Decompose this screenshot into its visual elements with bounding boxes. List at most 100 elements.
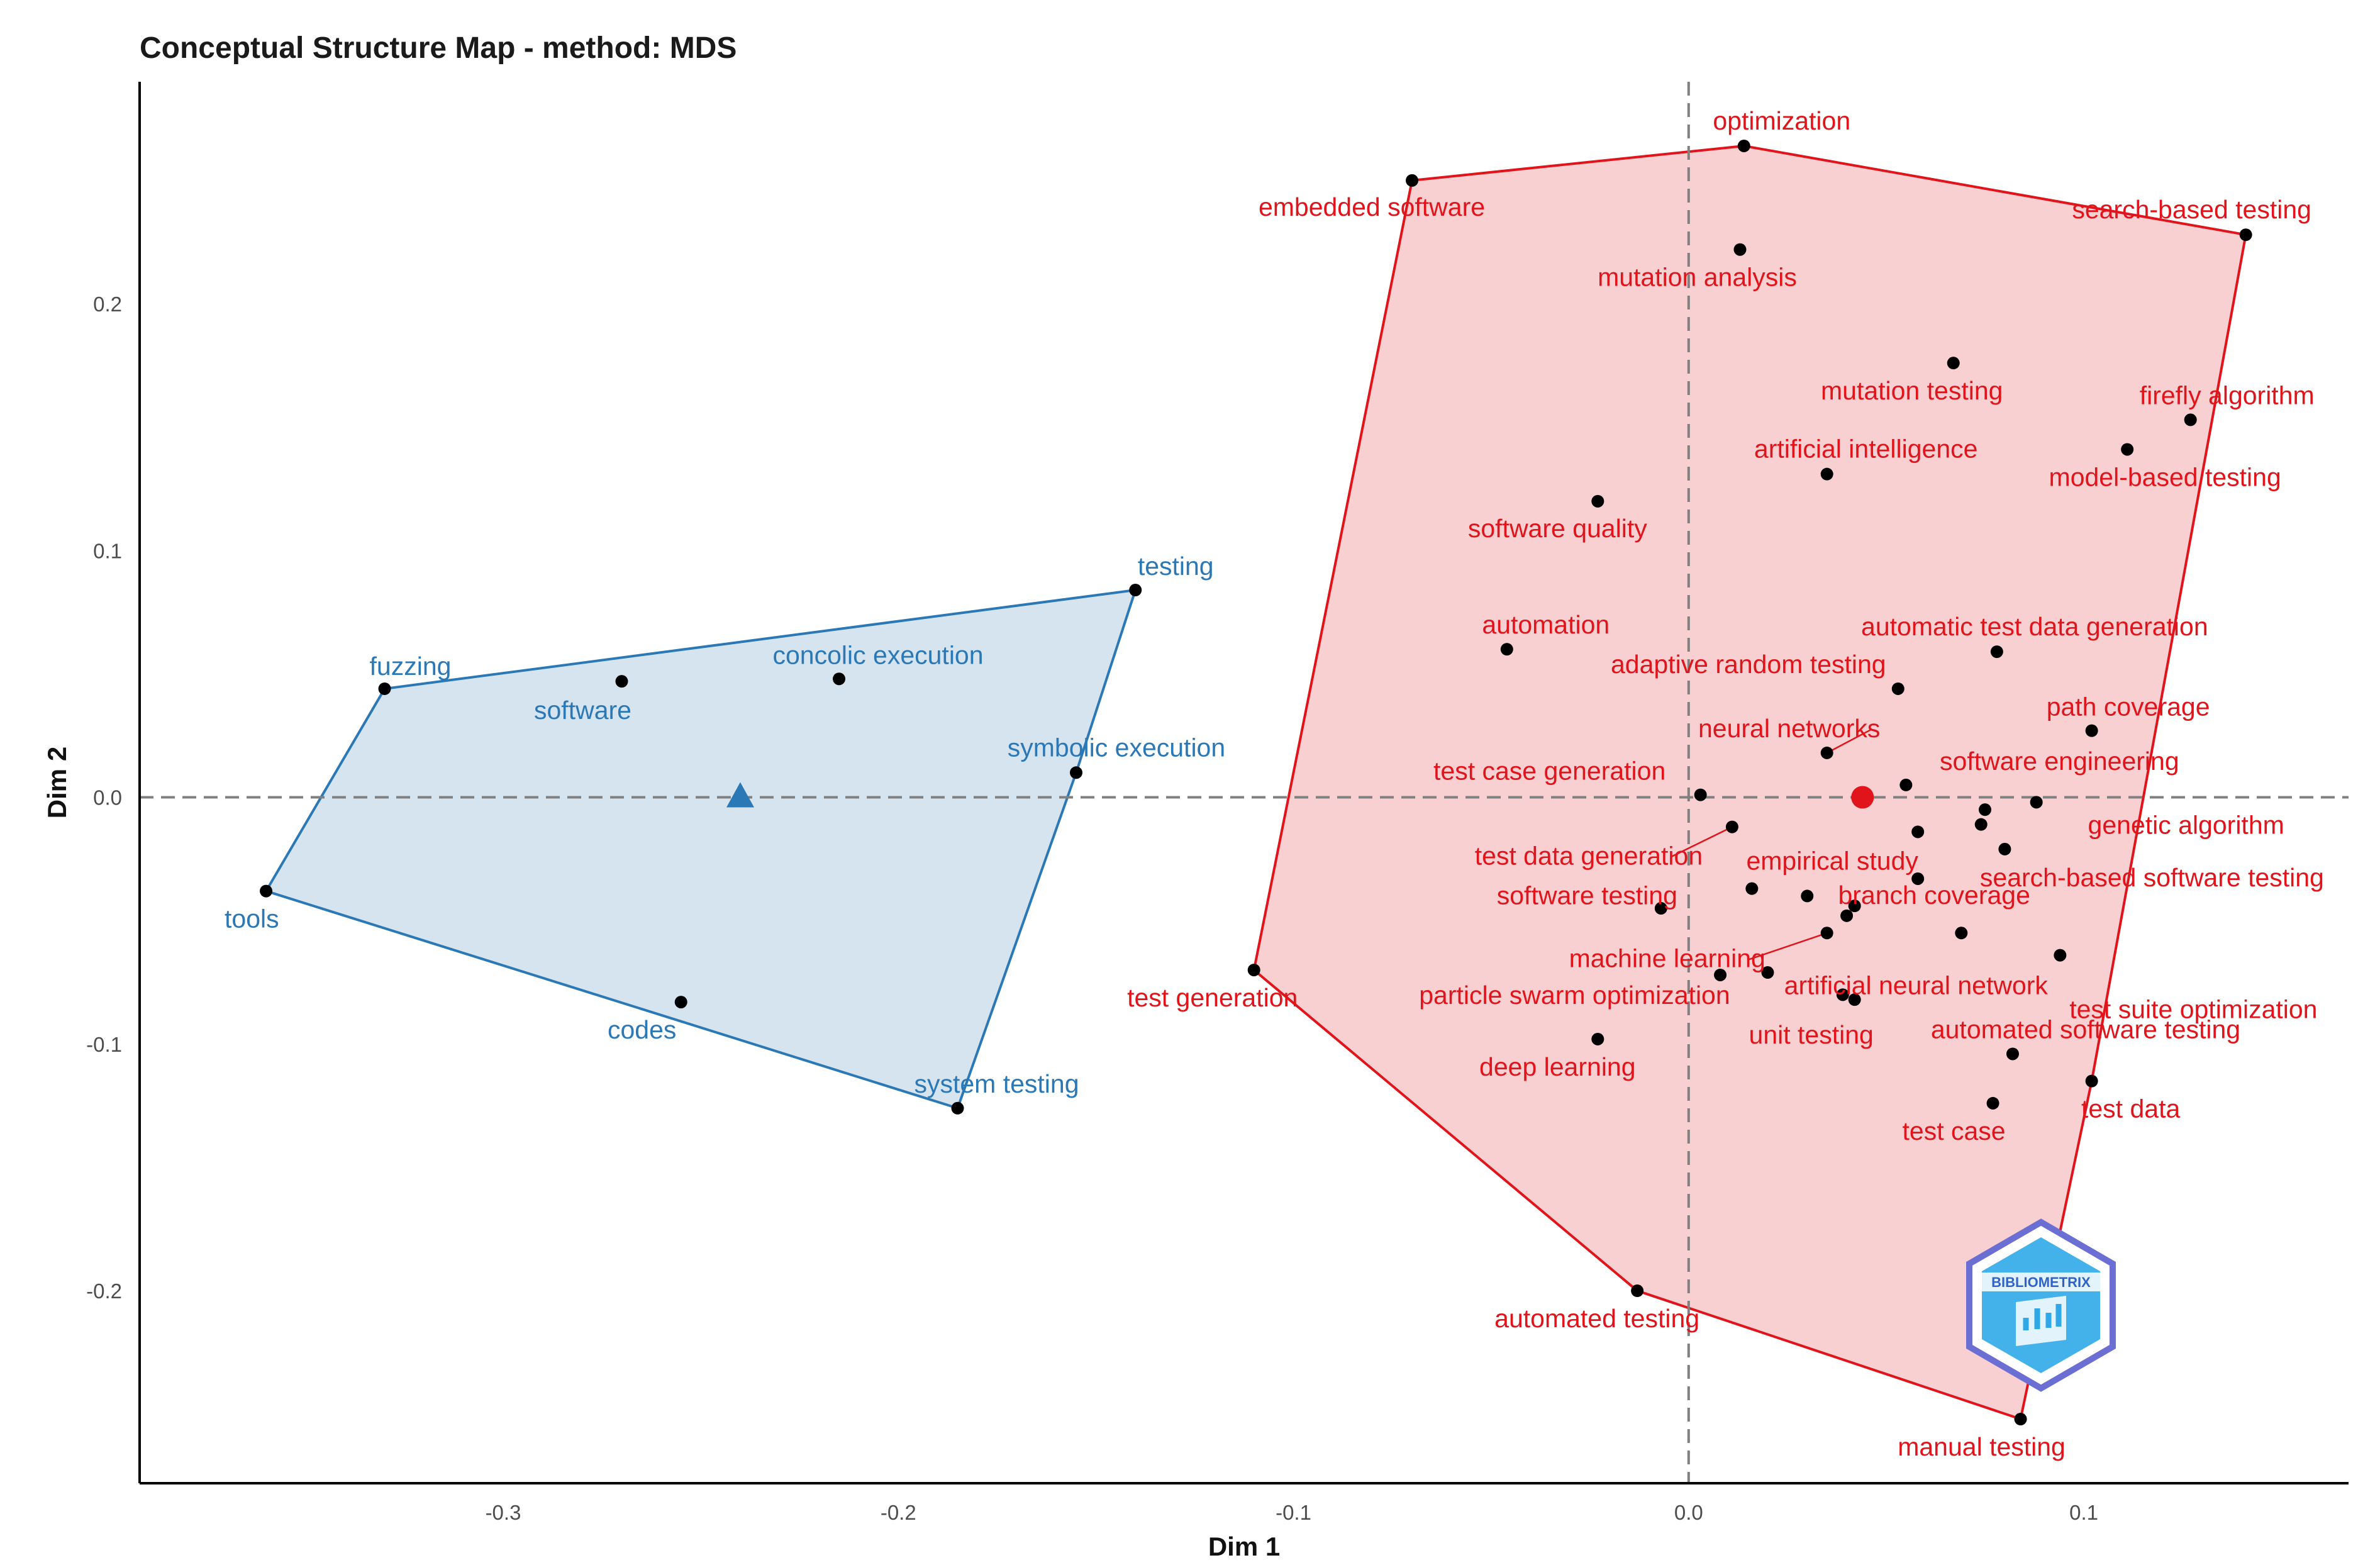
point-test-data-generation bbox=[1725, 820, 1738, 833]
point-empirical-study bbox=[1911, 825, 1925, 838]
point-test-data bbox=[2085, 1074, 2098, 1088]
logo-chart-icon bbox=[2023, 1304, 2062, 1330]
point-automation bbox=[1500, 643, 1513, 656]
point-software bbox=[615, 675, 628, 688]
point-tools bbox=[260, 884, 273, 898]
point-software-testing bbox=[1745, 882, 1759, 895]
label-testing: testing bbox=[1138, 552, 1214, 581]
y-tick-label: -0.1 bbox=[86, 1033, 122, 1056]
point-automatic-test-data-generation bbox=[1990, 645, 2003, 659]
label-embedded-software: embedded software bbox=[1259, 192, 1485, 221]
cluster-hulls bbox=[265, 144, 2247, 1421]
leader-machine-learning bbox=[1749, 932, 1828, 961]
point-unlabeled bbox=[1714, 968, 1727, 981]
label-firefly-algorithm: firefly algorithm bbox=[2140, 381, 2315, 409]
label-manual-testing: manual testing bbox=[1898, 1432, 2066, 1461]
y-tick-label: 0.0 bbox=[93, 786, 122, 810]
label-model-based-testing: model-based testing bbox=[2049, 462, 2281, 491]
label-deep-learning: deep learning bbox=[1479, 1052, 1635, 1081]
label-particle-swarm-optimization: particle swarm optimization bbox=[1419, 981, 1730, 1010]
label-empirical-study: empirical study bbox=[1746, 846, 1918, 875]
label-search-based-software-testing: search-based software testing bbox=[1980, 863, 2324, 892]
cluster-centroids bbox=[726, 782, 1874, 809]
point-unit-testing bbox=[1848, 993, 1861, 1006]
point-machine-learning bbox=[1820, 927, 1833, 940]
x-tick-label: -0.1 bbox=[1276, 1501, 1311, 1524]
point-fuzzing bbox=[378, 682, 391, 695]
point-labels: fuzzing software concolic execution testing… bbox=[225, 106, 2324, 1461]
point-codes bbox=[674, 996, 687, 1009]
label-artificial-neural-network: artificial neural network bbox=[1784, 971, 2049, 1000]
point-unlabeled bbox=[1836, 988, 1849, 1001]
cluster-1-hull bbox=[265, 589, 1137, 1110]
point-unlabeled bbox=[1974, 818, 1988, 831]
leader-neural-networks bbox=[1827, 728, 1872, 754]
y-tick-label: 0.1 bbox=[93, 539, 122, 562]
logo-banner bbox=[1981, 1273, 2101, 1291]
point-concolic-execution bbox=[833, 672, 846, 686]
point-unlabeled bbox=[1654, 902, 1667, 915]
label-test-case: test case bbox=[1903, 1117, 2006, 1145]
point-symbolic-execution bbox=[1069, 766, 1082, 779]
label-symbolic-execution: symbolic execution bbox=[1008, 733, 1225, 762]
x-tick-label: -0.3 bbox=[486, 1501, 521, 1524]
point-test-generation bbox=[1247, 964, 1260, 977]
point-branch-coverage bbox=[1911, 872, 1925, 885]
label-neural-networks: neural networks bbox=[1698, 714, 1880, 743]
point-adaptive-random-testing bbox=[1891, 682, 1905, 695]
label-software-engineering: software engineering bbox=[1940, 747, 2179, 776]
point-manual-testing bbox=[2014, 1413, 2027, 1426]
point-genetic-algorithm bbox=[2030, 796, 2043, 809]
point-software-quality bbox=[1591, 494, 1604, 508]
x-tick-label: -0.2 bbox=[881, 1501, 916, 1524]
point-artificial-neural-network bbox=[1955, 927, 1968, 940]
point-unlabeled bbox=[1801, 889, 1814, 903]
label-test-data: test data bbox=[2081, 1094, 2180, 1123]
point-automated-testing bbox=[1631, 1284, 1644, 1298]
point-particle-swarm-optimization bbox=[1761, 966, 1774, 979]
point-system-testing bbox=[951, 1101, 964, 1115]
x-tick-label: 0.0 bbox=[1674, 1501, 1703, 1524]
leader-test-data-generation bbox=[1670, 826, 1733, 858]
label-tools: tools bbox=[225, 905, 279, 933]
point-mutation-analysis bbox=[1733, 243, 1747, 256]
label-path-coverage: path coverage bbox=[2047, 693, 2210, 721]
cluster-1-centroid bbox=[726, 782, 754, 808]
label-unit-testing: unit testing bbox=[1749, 1020, 1874, 1049]
point-deep-learning bbox=[1591, 1032, 1604, 1045]
label-mutation-testing: mutation testing bbox=[1821, 376, 2003, 405]
point-model-based-testing bbox=[2121, 443, 2134, 456]
point-mutation-testing bbox=[1947, 357, 1960, 370]
point-automated-software-testing bbox=[2006, 1047, 2019, 1061]
label-test-case-generation: test case generation bbox=[1433, 757, 1665, 786]
leader-lines bbox=[1670, 728, 1872, 961]
point-unlabeled bbox=[1840, 909, 1854, 922]
label-adaptive-random-testing: adaptive random testing bbox=[1611, 650, 1886, 679]
label-automatic-test-data-generation: automatic test data generation bbox=[1861, 612, 2208, 641]
label-machine-learning: machine learning bbox=[1569, 944, 1766, 972]
label-optimization: optimization bbox=[1713, 106, 1850, 135]
point-software-engineering bbox=[1899, 778, 1913, 791]
label-test-suite-optimization: test suite optimization bbox=[2069, 995, 2317, 1024]
point-optimization bbox=[1737, 139, 1750, 152]
point-search-based-testing bbox=[2239, 228, 2252, 242]
point-test-case bbox=[1986, 1096, 1999, 1110]
label-concolic-execution: concolic execution bbox=[773, 640, 984, 669]
label-test-data-generation: test data generation bbox=[1475, 842, 1703, 871]
label-automated-software-testing: automated software testing bbox=[1931, 1015, 2240, 1044]
point-testing bbox=[1129, 584, 1142, 597]
label-automated-testing: automated testing bbox=[1494, 1304, 1699, 1333]
point-artificial-intelligence bbox=[1820, 467, 1833, 481]
x-axis-title: Dim 1 bbox=[1208, 1532, 1280, 1561]
x-tick-label: 0.1 bbox=[2069, 1501, 2098, 1524]
data-points bbox=[260, 139, 2252, 1426]
point-firefly-algorithm bbox=[2184, 413, 2197, 426]
label-software: software bbox=[534, 696, 631, 725]
label-software-testing: software testing bbox=[1497, 881, 1677, 910]
y-tick-label: 0.2 bbox=[93, 292, 122, 316]
logo-text: BIBLIOMETRIX bbox=[1991, 1274, 2091, 1290]
point-path-coverage bbox=[2085, 724, 2098, 737]
reference-lines bbox=[140, 82, 2349, 1483]
point-test-case-generation bbox=[1694, 788, 1707, 801]
label-test-generation: test generation bbox=[1127, 983, 1298, 1012]
